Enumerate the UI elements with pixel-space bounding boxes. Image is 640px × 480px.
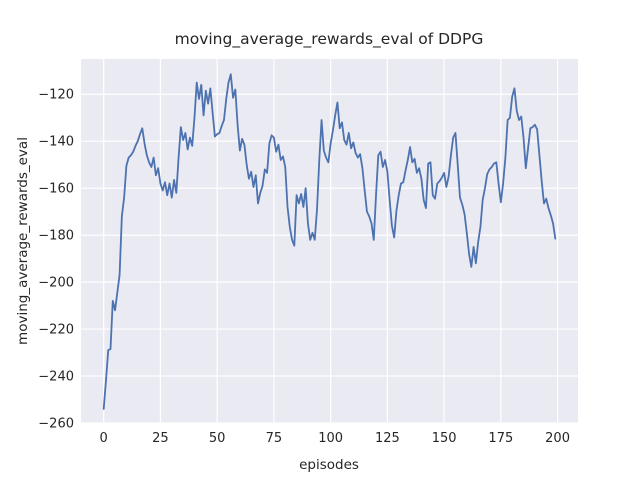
y-tick-label: −140	[38, 135, 74, 150]
x-tick-label: 25	[152, 431, 169, 446]
x-tick-label: 125	[375, 431, 400, 446]
data-series-moving_average_rewards_eval	[102, 73, 557, 410]
series-line	[102, 73, 557, 410]
plot-background	[81, 59, 578, 423]
x-tick-label: 50	[209, 431, 226, 446]
x-tick-label: 200	[545, 431, 570, 446]
x-tick-label: 75	[266, 431, 283, 446]
y-tick-label: −240	[38, 370, 74, 385]
tick-labels: 0 25 50 75 100 125 150 175 200 −120 −140 −160 −180 −2…	[38, 88, 570, 446]
x-tick-label: 100	[318, 431, 343, 446]
y-tick-label: −260	[38, 417, 74, 432]
x-tick-label: 175	[488, 431, 513, 446]
y-axis-label: moving_average_rewards_eval	[15, 137, 31, 345]
chart-title: moving_average_rewards_eval of DDPG	[175, 30, 484, 49]
y-tick-label: −180	[38, 229, 74, 244]
y-tick-label: −220	[38, 323, 74, 338]
y-tick-label: −160	[38, 182, 74, 197]
x-tick-label: 0	[100, 431, 108, 446]
y-tick-label: −120	[38, 88, 74, 103]
x-tick-label: 150	[432, 431, 457, 446]
x-axis-label: episodes	[299, 457, 359, 473]
y-tick-label: −200	[38, 276, 74, 291]
